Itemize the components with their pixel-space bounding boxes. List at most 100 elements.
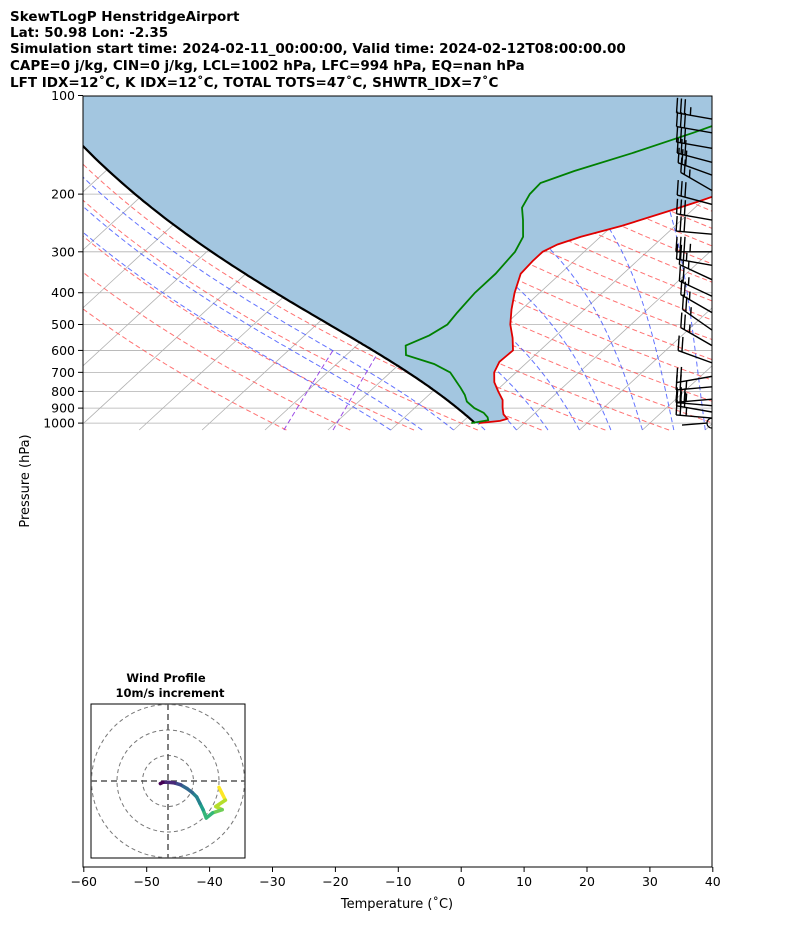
barb-flag	[675, 97, 679, 113]
barb-flag	[675, 198, 679, 214]
x-tick-label: 40	[705, 874, 721, 889]
wind-barb	[681, 417, 712, 429]
barb-flag	[679, 216, 682, 232]
wind-barb	[675, 366, 712, 384]
barb-flag	[683, 388, 686, 404]
barb-flag	[679, 112, 683, 128]
hodograph-trace	[158, 780, 228, 820]
barb-staff	[680, 171, 712, 192]
barb-flag	[683, 200, 687, 216]
cape-line: CAPE=0 j/kg, CIN=0 j/kg, LCL=1002 hPa, L…	[10, 58, 525, 74]
barb-flag	[683, 314, 686, 330]
wind-barbs	[675, 97, 712, 429]
y-axis-label: Pressure (hPa)	[18, 434, 33, 527]
chart-title: SkewTLogP HenstridgeAirport	[10, 9, 240, 25]
barb-staff	[679, 263, 712, 281]
x-tick-label: −40	[196, 874, 222, 889]
wind-barb	[675, 97, 712, 120]
dry-adiabat	[83, 163, 542, 431]
x-tick-label: −60	[71, 874, 97, 889]
barb-flag	[685, 296, 688, 312]
barb-staff	[676, 398, 712, 403]
barb-staff	[676, 141, 712, 150]
barb-half-flag	[688, 291, 691, 300]
x-axis-label: Temperature (˚C)	[340, 896, 453, 912]
barb-flag	[683, 216, 686, 232]
wind-barb	[675, 215, 712, 235]
barb-staff	[676, 258, 712, 267]
barb-half-flag	[690, 307, 692, 316]
moist-adiabat	[461, 96, 675, 431]
wind-profile-inset: Wind Profile 10m/s increment	[90, 671, 246, 859]
barb-staff	[677, 349, 712, 364]
barb-staff	[677, 194, 712, 206]
wind-barb	[680, 312, 712, 347]
isotherm-line	[705, 423, 712, 431]
barb-flag	[683, 128, 687, 144]
barb-flag	[683, 112, 687, 129]
dewpoint-line	[404, 125, 712, 424]
barb-flag	[675, 127, 679, 143]
barb-flag	[675, 367, 679, 383]
temperature-line	[478, 195, 712, 424]
plot-frame	[82, 95, 713, 868]
wind-barb	[678, 265, 712, 297]
dry-adiabat	[379, 96, 712, 265]
moist-adiabat	[83, 231, 392, 431]
barb-staff	[680, 294, 712, 314]
barb-flag	[679, 199, 683, 215]
location-line: Lat: 50.98 Lon: -2.35	[10, 25, 168, 41]
isotherm-line	[768, 96, 794, 431]
barb-staff	[676, 401, 712, 407]
y-tick-label: 700	[51, 365, 75, 380]
index-line: LFT IDX=12˚C, K IDX=12˚C, TOTAL TOTS=47˚…	[10, 74, 498, 91]
x-tick-label: 30	[642, 874, 658, 889]
barb-staff	[682, 308, 712, 331]
y-tick-label: 600	[51, 343, 75, 358]
plot-area	[83, 96, 794, 431]
barb-staff	[677, 162, 712, 176]
barb-flag	[682, 267, 685, 283]
barb-flag	[684, 182, 687, 198]
wind-barb	[677, 147, 712, 176]
wind-barb	[676, 180, 712, 206]
barb-flag	[683, 159, 686, 175]
inset-title: Wind Profile	[126, 671, 206, 685]
moist-adiabat	[83, 205, 423, 431]
y-tick-label: 300	[51, 244, 75, 259]
y-tick-label: 400	[51, 285, 75, 300]
barb-half-flag	[687, 277, 690, 286]
barb-flag	[675, 215, 678, 232]
barb-flag	[676, 180, 679, 196]
hodograph-segment	[158, 780, 165, 786]
isotherm-line	[453, 191, 712, 431]
barb-flag	[677, 335, 680, 351]
wind-barb	[675, 111, 712, 134]
barb-flag	[680, 312, 683, 328]
wind-barb	[675, 127, 712, 150]
chart-header: SkewTLogP HenstridgeAirport Lat: 50.98 L…	[10, 9, 626, 91]
mixing-ratio-line	[332, 350, 380, 431]
dry-adiabat	[83, 308, 287, 431]
barb-flag	[679, 127, 683, 143]
barb-staff	[676, 414, 712, 419]
moist-adiabat	[175, 96, 580, 431]
barb-staff	[676, 213, 712, 221]
wind-barb	[678, 249, 712, 281]
dry-adiabat	[183, 96, 712, 381]
barb-half-flag	[687, 260, 690, 269]
barb-staff	[676, 375, 712, 384]
series-lines	[83, 125, 712, 424]
barb-flag	[684, 150, 688, 166]
barb-staff	[677, 152, 712, 164]
y-tick-label: 800	[51, 384, 75, 399]
y-tick-label: 1000	[43, 416, 75, 431]
barb-flag	[681, 149, 684, 165]
inset-rings	[91, 704, 245, 858]
x-tick-label: 0	[457, 874, 465, 889]
barb-flag	[683, 236, 686, 252]
parcel-path-line	[83, 144, 476, 424]
y-tick-label: 100	[51, 88, 75, 103]
barb-half-flag	[688, 324, 691, 333]
